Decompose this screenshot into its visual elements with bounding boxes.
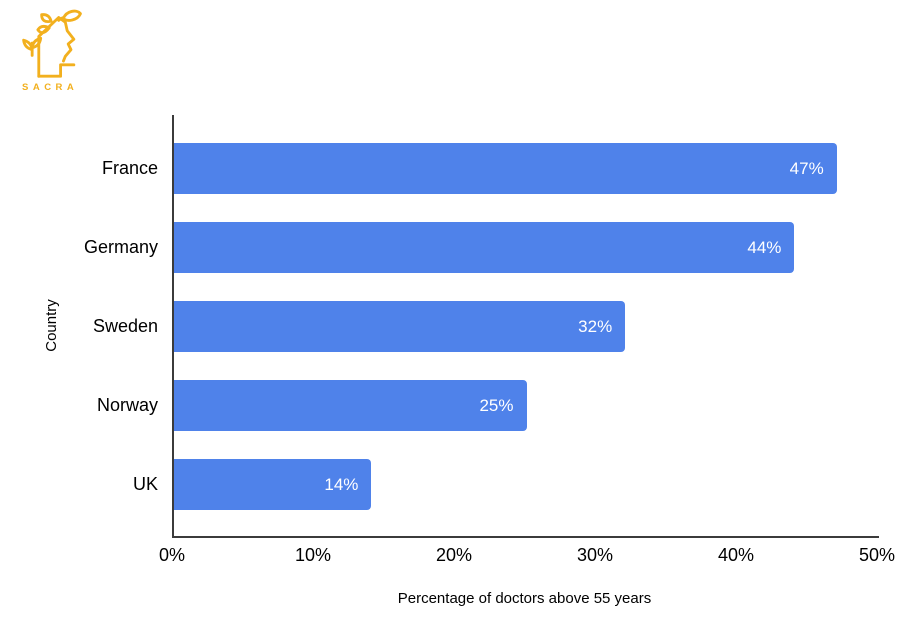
bar-norway: 25% [174, 380, 527, 431]
category-label-germany: Germany [83, 237, 158, 257]
bar-france: 47% [174, 143, 837, 194]
category-label-uk: UK [132, 474, 158, 494]
category-label-norway: Norway [96, 395, 158, 415]
logo: SACRA [20, 8, 100, 93]
bar-value-label: 14% [324, 474, 359, 494]
x-axis-title: Percentage of doctors above 55 years [397, 590, 652, 607]
category-label-sweden: Sweden [92, 316, 158, 336]
bar-germany: 44% [174, 222, 795, 273]
bar-value-label: 32% [578, 316, 613, 336]
brand-name: SACRA [22, 82, 79, 93]
head-with-plant-icon [22, 9, 82, 78]
x-tick-label: 0% [158, 545, 186, 565]
plot-area: 47% 44% 32% 25% 14% [172, 115, 879, 538]
category-label-france: France [101, 158, 158, 178]
x-tick-label: 50% [858, 545, 896, 565]
x-axis-ticks: 0% 10% 20% 30% 40% 50% [159, 545, 895, 567]
x-tick-label: 20% [435, 545, 473, 565]
x-tick-label: 30% [576, 545, 614, 565]
bar-value-label: 44% [747, 237, 782, 257]
bar-sweden: 32% [174, 301, 626, 352]
bar-uk: 14% [174, 459, 372, 510]
x-tick-label: 10% [294, 545, 332, 565]
x-tick-label: 40% [717, 545, 755, 565]
bar-value-label: 47% [789, 158, 824, 178]
bar-value-label: 25% [479, 395, 514, 415]
